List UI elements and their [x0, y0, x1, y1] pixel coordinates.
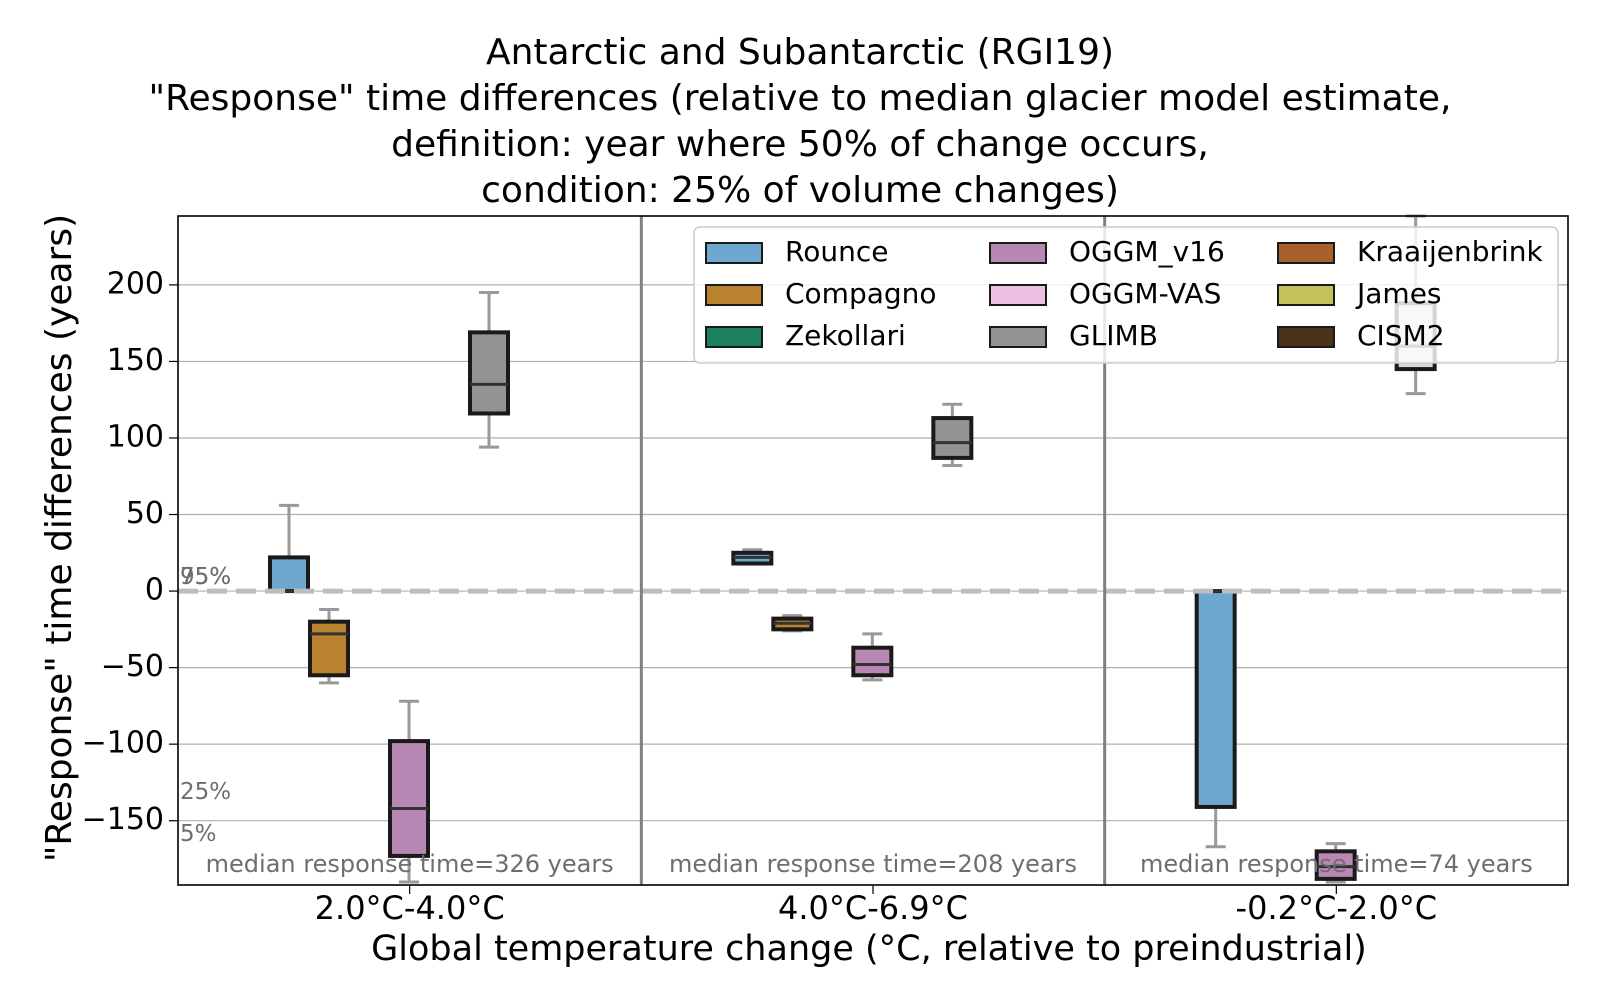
percentile-label: 95%: [180, 564, 231, 590]
median-response-label: median response time=208 years: [669, 850, 1077, 878]
median-response-label: median response time=74 years: [1140, 850, 1533, 878]
legend-item-rounce: Rounce: [705, 235, 888, 268]
legend-label: OGGM_v16: [1069, 235, 1225, 268]
percentile-label: 25%: [180, 779, 231, 805]
x-tick-label: 4.0°C-6.9°C: [778, 889, 968, 927]
legend-swatch: [705, 284, 763, 306]
legend-item-zekollari: Zekollari: [705, 319, 906, 352]
legend-swatch: [989, 326, 1047, 348]
box-body: [1314, 849, 1357, 881]
x-tick-label: 2.0°C-4.0°C: [315, 889, 505, 927]
y-tick-label: −150: [82, 802, 164, 837]
box-body: [388, 739, 430, 858]
legend-swatch: [1277, 326, 1335, 348]
chart-title-line-1: Antarctic and Subantarctic (RGI19): [485, 32, 1115, 73]
legend-swatch: [1277, 242, 1335, 264]
legend-label: Kraaijenbrink: [1357, 235, 1544, 268]
y-tick-label: 0: [145, 573, 164, 608]
box-rounce: [731, 548, 774, 566]
legend-item-oggm-v16: OGGM_v16: [989, 235, 1225, 268]
legend-item-compagno: Compagno: [705, 277, 937, 310]
y-axis-label: "Response" time differences (years): [39, 214, 80, 862]
legend-swatch: [1277, 284, 1335, 306]
box-oggm-v16: [1314, 842, 1357, 884]
x-tick-label: -0.2°C-2.0°C: [1236, 889, 1438, 927]
box-body: [1194, 589, 1237, 809]
y-tick-label: 50: [126, 496, 164, 531]
y-tick-label: −100: [82, 726, 164, 761]
box-rounce: [268, 503, 310, 594]
y-tick-label: −50: [101, 649, 164, 684]
percentile-label: 5%: [180, 821, 217, 847]
legend-swatch: [989, 242, 1047, 264]
legend-item-glimb: GLIMB: [989, 319, 1158, 352]
legend-label: OGGM-VAS: [1069, 277, 1221, 310]
box-body: [468, 330, 510, 416]
box-compagno: [308, 607, 350, 685]
legend-label: Compagno: [785, 277, 937, 310]
legend-label: Rounce: [785, 235, 888, 268]
box-oggm-v16: [388, 699, 430, 884]
y-tick-label: 100: [107, 419, 164, 454]
y-tick-label: 200: [107, 266, 164, 301]
legend-swatch: [989, 284, 1047, 306]
x-axis: 2.0°C-4.0°C 4.0°C-6.9°C -0.2°C-2.0°C: [315, 885, 1437, 927]
box-plots: [268, 214, 1437, 884]
y-tick-label: 150: [107, 343, 164, 378]
y-axis: 200 150 100 50 0 −50 −100 −150: [82, 266, 178, 837]
box-body: [931, 416, 974, 460]
legend: Rounce OGGM_v16 Kraaijenbrink Compagno OGGM-…: [693, 226, 1559, 364]
annotations: 95%75% 25% 5% median response time=326 year…: [180, 564, 1533, 878]
chart-title-line-2: "Response" time differences (relative to…: [148, 78, 1452, 119]
legend-box: [693, 226, 1559, 364]
legend-label: GLIMB: [1069, 319, 1158, 352]
box-glimb: [931, 402, 974, 468]
legend-swatch: [705, 326, 763, 348]
grid-lines: [178, 284, 1568, 822]
legend-item-oggm-vas: OGGM-VAS: [989, 277, 1221, 310]
legend-item-cism2: CISM2: [1277, 319, 1445, 352]
box-oggm-v16: [851, 632, 894, 682]
box-glimb: [468, 291, 510, 449]
box-rounce: [1194, 589, 1237, 849]
box-body: [308, 619, 350, 678]
x-axis-label: Global temperature change (°C, relative …: [371, 929, 1367, 969]
chart-title-line-4: condition: 25% of volume changes): [481, 170, 1119, 211]
median-response-label: median response time=326 years: [206, 850, 614, 878]
percentile-label: 75%: [180, 564, 231, 590]
chart-title-line-3: definition: year where 50% of change occ…: [391, 124, 1209, 165]
legend-label: Zekollari: [785, 319, 906, 352]
legend-label: James: [1355, 277, 1442, 310]
box-compagno: [771, 614, 814, 633]
legend-item-james: James: [1277, 277, 1442, 310]
box-body: [851, 645, 894, 678]
legend-swatch: [705, 242, 763, 264]
legend-label: CISM2: [1357, 319, 1445, 352]
box-body: [268, 555, 310, 594]
legend-item-kraaijenbrink: Kraaijenbrink: [1277, 235, 1544, 268]
